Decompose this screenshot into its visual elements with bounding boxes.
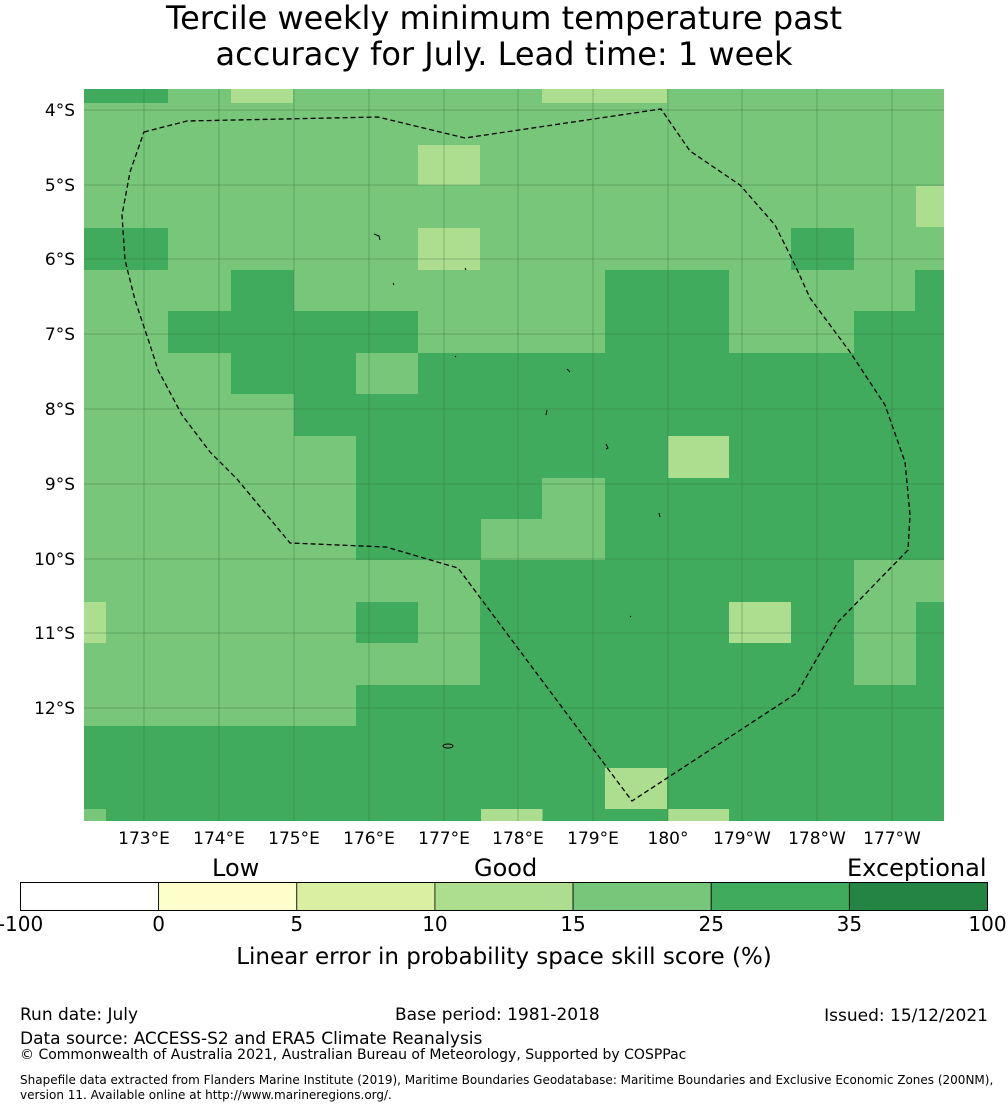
colorbar-tick-label: 100	[968, 912, 1007, 936]
latitude-tick-label: 12°S	[34, 699, 75, 719]
island-nukufetau	[454, 355, 457, 358]
issued-date: Issued: 15/12/2021	[824, 1006, 988, 1026]
longitude-tick-label: 180°	[648, 829, 689, 849]
raster-cell	[916, 602, 944, 685]
title-line-2: accuracy for July. Lead time: 1 week	[215, 35, 793, 73]
raster-cell	[854, 311, 944, 436]
colorbar-bin	[296, 882, 436, 911]
latitude-tick-label: 7°S	[45, 325, 75, 345]
raster-cell	[418, 353, 729, 436]
island-vaitupu	[545, 409, 548, 416]
colorbar-tick-label: 10	[422, 912, 448, 936]
island-funafuti	[566, 368, 571, 373]
raster-cell	[916, 186, 944, 227]
colorbar-title: Linear error in probability space skill …	[236, 944, 772, 970]
colorbar-bin	[158, 882, 298, 911]
colorbar-tick-label: 35	[836, 912, 863, 936]
raster-cell	[418, 145, 480, 185]
raster-cell	[231, 270, 294, 312]
latitude-tick-label: 9°S	[45, 475, 75, 495]
latitude-tick-label: 10°S	[34, 550, 75, 570]
skill-score-raster	[84, 89, 944, 821]
raster-cell	[605, 270, 729, 353]
title-line-1: Tercile weekly minimum temperature past	[165, 0, 843, 37]
colorbar-bin	[572, 882, 712, 911]
latitude-tick-label: 11°S	[34, 624, 75, 644]
colorbar-tick-label: 0	[152, 912, 166, 936]
raster-cell	[668, 809, 729, 821]
latitude-tick-label: 5°S	[45, 176, 75, 196]
raster-cell	[481, 519, 605, 560]
category-good: Good	[474, 854, 538, 882]
longitude-tick-label: 179°E	[567, 829, 619, 849]
island-atoll-c	[442, 743, 454, 749]
colorbar-tick-label: -100	[0, 912, 44, 936]
raster-cell	[294, 353, 356, 436]
graticule	[84, 89, 944, 821]
island-nui	[373, 233, 381, 241]
raster-cell	[84, 89, 168, 103]
raster-cell	[915, 270, 944, 311]
eez-boundary	[121, 108, 911, 802]
base-period: Base period: 1981-2018	[395, 1005, 600, 1025]
longitude-tick-label: 173°E	[118, 829, 170, 849]
longitude-tick-label: 178°E	[492, 829, 544, 849]
longitude-tick-label: 178°W	[788, 829, 846, 849]
latitude-tick-label: 8°S	[45, 400, 75, 420]
raster-cell	[168, 311, 418, 353]
longitude-tick-label: 176°E	[343, 829, 395, 849]
island-atoll-a	[658, 512, 661, 518]
colorbar	[20, 882, 988, 911]
raster-cell	[729, 809, 944, 821]
raster-cell	[542, 89, 667, 103]
island-nanumanga	[392, 282, 395, 286]
raster-cell	[854, 560, 944, 602]
category-exceptional: Exceptional	[847, 854, 987, 882]
colorbar-bin	[848, 882, 988, 911]
colorbar-tick-label: 5	[290, 912, 304, 936]
longitude-tick-label: 174°E	[193, 829, 245, 849]
map-title: Tercile weekly minimum temperature past …	[0, 0, 1008, 72]
colorbar-tick-label: 15	[560, 912, 586, 936]
raster-cell	[356, 602, 418, 643]
raster-cell	[481, 809, 542, 821]
raster-cell	[729, 602, 791, 643]
colorbar-tick-label: 25	[698, 912, 724, 936]
shapefile-credit-line-1: Shapefile data extracted from Flanders M…	[20, 1073, 994, 1087]
raster-cell	[605, 768, 667, 809]
raster-cell	[729, 353, 854, 436]
island-niutao	[464, 267, 467, 271]
island-nukulaelae	[605, 443, 609, 450]
raster-cell	[84, 809, 106, 821]
raster-cell	[106, 809, 481, 821]
shapefile-credit-line-2: version 11. Available online at http://w…	[20, 1088, 392, 1102]
longitude-labels: 173°E 174°E 175°E 176°E 177°E 178°E 179°E 180° 1…	[118, 829, 921, 849]
map-panel: 4°S 5°S 6°S 7°S 8°S 9°S 10°S 11°S 12°S 173°E 174°…	[34, 89, 944, 849]
longitude-tick-label: 175°E	[268, 829, 320, 849]
raster-cell	[231, 89, 293, 103]
raster-cell	[356, 353, 418, 394]
raster-cell	[418, 228, 480, 270]
colorbar-bin	[710, 882, 850, 911]
latitude-tick-label: 6°S	[45, 250, 75, 270]
longitude-tick-label: 177°E	[418, 829, 470, 849]
colorbar-bin	[20, 882, 160, 911]
raster-cell	[668, 436, 729, 478]
raster-cell	[84, 602, 106, 643]
raster-cell	[543, 809, 668, 821]
category-low: Low	[212, 854, 260, 882]
copyright-notice: © Commonwealth of Australia 2021, Austra…	[20, 1047, 687, 1063]
latitude-labels: 4°S 5°S 6°S 7°S 8°S 9°S 10°S 11°S 12°S	[34, 101, 75, 719]
run-date: Run date: July	[20, 1005, 139, 1025]
latitude-tick-label: 4°S	[45, 101, 75, 121]
raster-cell	[84, 726, 356, 809]
island-atoll-b	[629, 615, 632, 618]
longitude-tick-label: 177°W	[863, 829, 921, 849]
longitude-tick-label: 179°W	[713, 829, 771, 849]
islands	[373, 233, 661, 749]
colorbar-bin	[434, 882, 574, 911]
raster-cell	[791, 228, 854, 270]
data-source: Data source: ACCESS-S2 and ERA5 Climate …	[20, 1029, 483, 1049]
raster-cell	[854, 602, 916, 685]
